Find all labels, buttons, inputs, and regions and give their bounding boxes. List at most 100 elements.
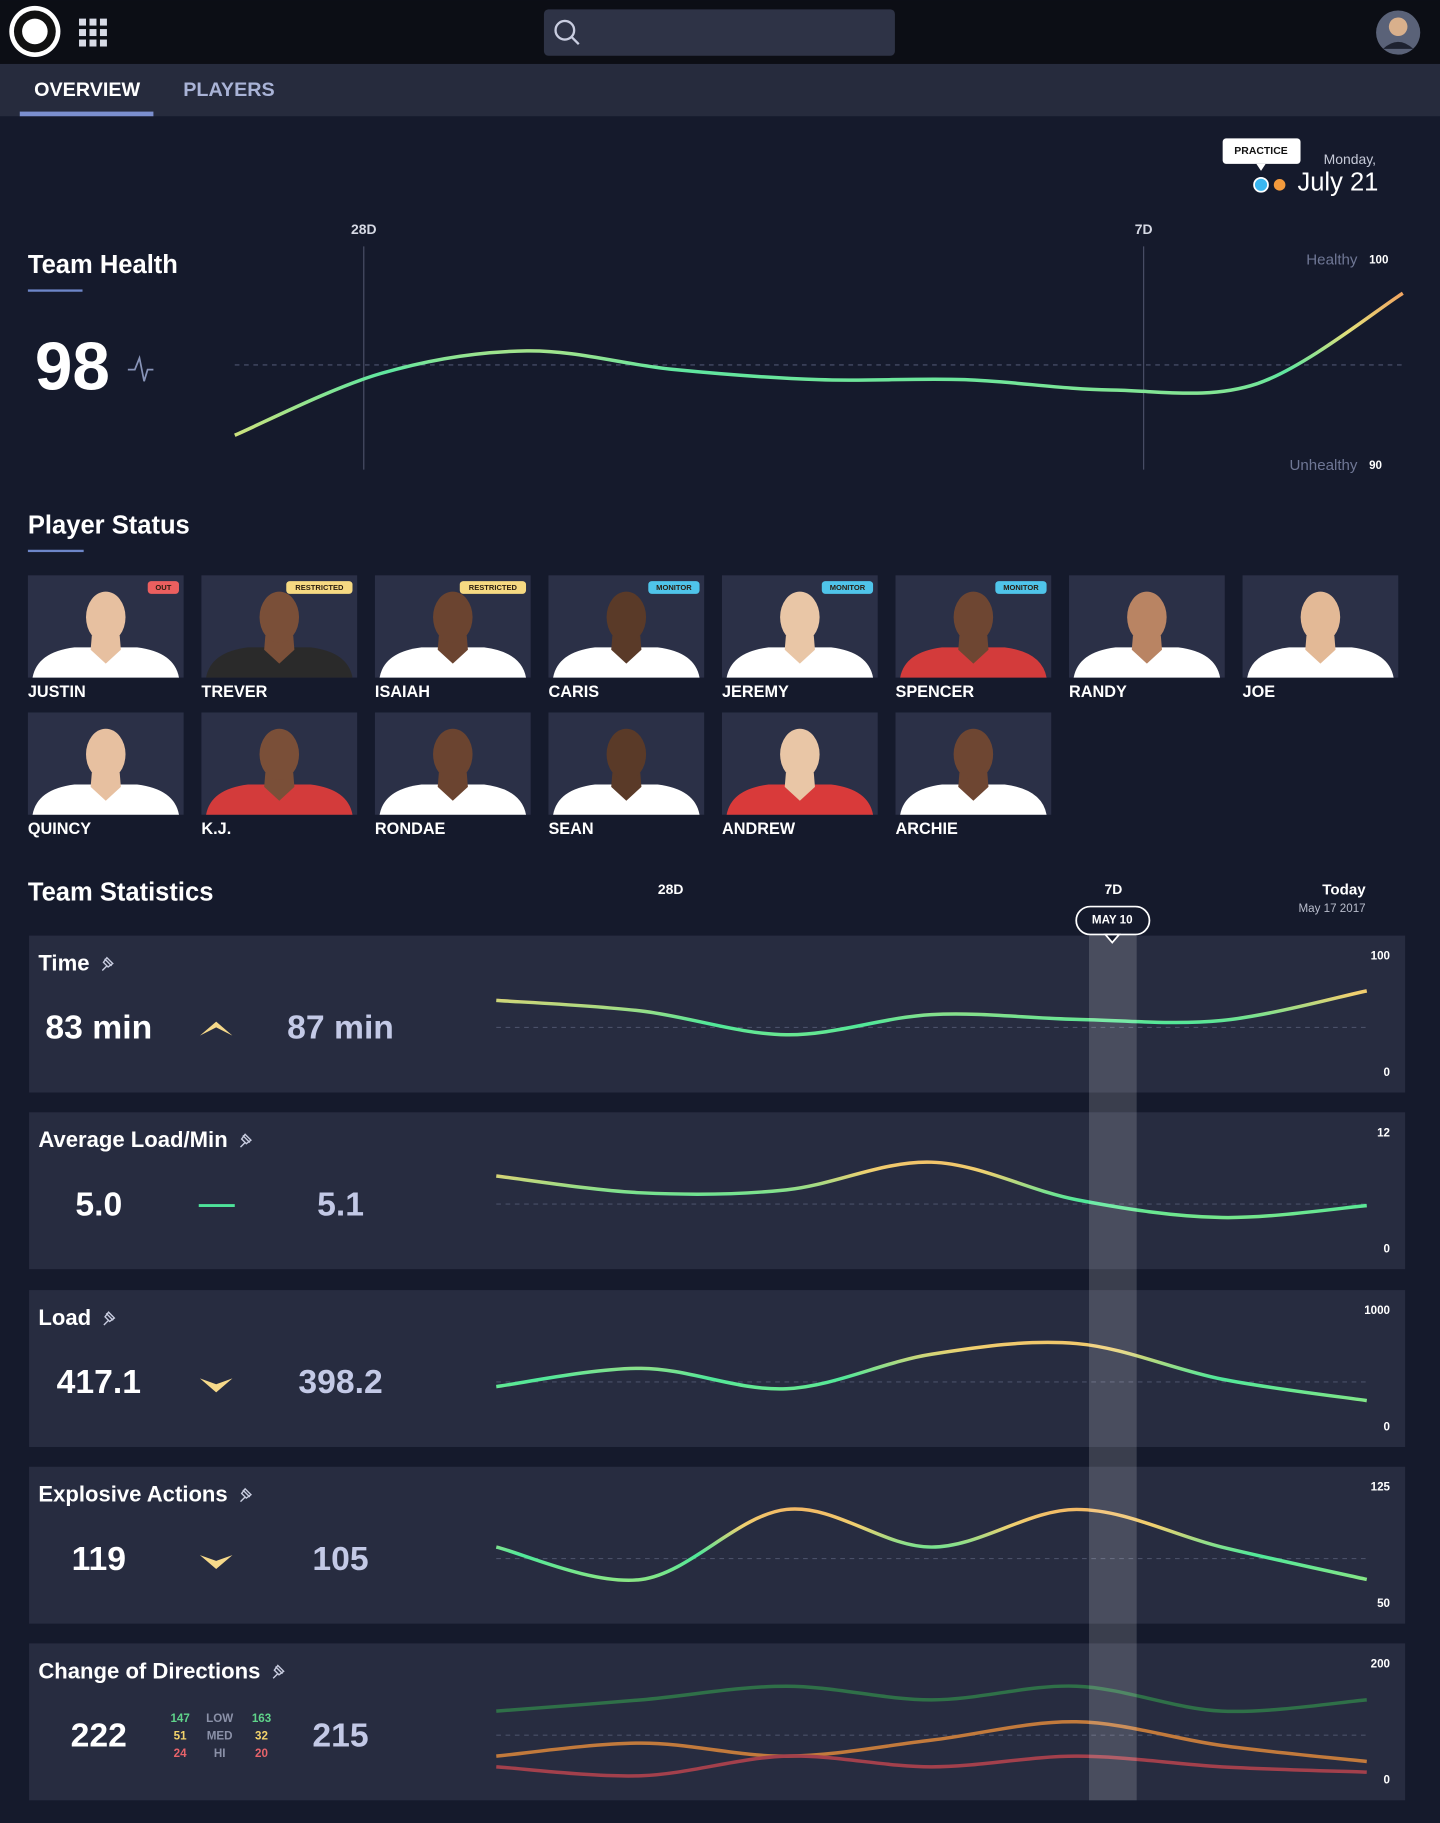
player-head bbox=[259, 728, 300, 780]
player-neck bbox=[958, 635, 989, 664]
marker-label: 28D bbox=[351, 221, 377, 237]
health-line bbox=[234, 291, 1404, 437]
breakdown-current: 51 bbox=[174, 1729, 187, 1742]
pin-icon[interactable] bbox=[240, 1487, 253, 1503]
previous-value: 87 min bbox=[287, 1009, 394, 1047]
current-value: 5.0 bbox=[75, 1185, 122, 1223]
stat-title: Load bbox=[38, 1305, 91, 1330]
stat-line bbox=[496, 1340, 1368, 1403]
player-head bbox=[433, 591, 473, 643]
player-head bbox=[953, 591, 994, 643]
player-head bbox=[780, 728, 820, 780]
highlight-band bbox=[1089, 935, 1137, 1801]
marker-label: 7D bbox=[1105, 881, 1123, 897]
previous-value: 215 bbox=[312, 1716, 368, 1754]
weekday: Monday, bbox=[1324, 151, 1376, 167]
search-box[interactable] bbox=[543, 9, 895, 56]
player-head bbox=[86, 591, 126, 643]
y-min-label: 0 bbox=[1384, 1420, 1390, 1433]
section-title: Player Status bbox=[28, 511, 190, 539]
breakdown-previous: 20 bbox=[255, 1747, 268, 1760]
player-name: ISAIAH bbox=[375, 683, 430, 701]
apps-icon[interactable] bbox=[79, 18, 107, 47]
current-value: 83 min bbox=[45, 1009, 152, 1047]
low-label: Unhealthy bbox=[1290, 457, 1358, 474]
status-label: RESTRICTED bbox=[469, 583, 518, 592]
status-badge bbox=[821, 581, 874, 594]
player-name: TREVER bbox=[201, 683, 267, 701]
date: July 21 bbox=[1297, 168, 1378, 196]
player-neck bbox=[437, 772, 468, 801]
event-dot bbox=[1273, 179, 1286, 191]
player-head bbox=[1300, 591, 1341, 643]
player-name: JEREMY bbox=[722, 683, 789, 701]
previous-value: 398.2 bbox=[298, 1363, 382, 1401]
y-max-label: 125 bbox=[1371, 1481, 1391, 1494]
status-badge bbox=[286, 581, 353, 594]
breakdown-label: HI bbox=[214, 1747, 226, 1760]
player-head bbox=[780, 591, 820, 643]
today-label: Today bbox=[1322, 881, 1366, 898]
stat-line bbox=[496, 1720, 1367, 1764]
pin-icon[interactable] bbox=[101, 956, 114, 971]
stat-row bbox=[29, 1112, 1406, 1270]
player-name: K.J. bbox=[201, 820, 231, 838]
y-max-label: 100 bbox=[1371, 950, 1390, 963]
player-neck bbox=[264, 635, 295, 664]
section-underline bbox=[27, 289, 83, 292]
player-neck bbox=[437, 635, 468, 664]
y-min-label: 50 bbox=[1377, 1597, 1390, 1610]
player-name: JUSTIN bbox=[28, 683, 86, 701]
avatar-body bbox=[1383, 41, 1414, 49]
y-min-label: 0 bbox=[1384, 1774, 1390, 1787]
pin-icon[interactable] bbox=[103, 1311, 116, 1326]
status-label: MONITOR bbox=[1003, 583, 1039, 592]
pulse-icon bbox=[127, 354, 154, 382]
section-title: Team Statistics bbox=[28, 879, 214, 907]
y-max-label: 1000 bbox=[1364, 1304, 1390, 1317]
status-badge bbox=[648, 581, 700, 594]
y-min-label: 0 bbox=[1384, 1066, 1390, 1079]
status-label: MONITOR bbox=[830, 583, 866, 592]
stat-line bbox=[496, 1684, 1367, 1714]
tab[interactable]: OVERVIEW bbox=[34, 79, 140, 101]
practice-tag-label: PRACTICE bbox=[1234, 146, 1287, 157]
breakdown-label: LOW bbox=[206, 1712, 233, 1725]
player-neck bbox=[90, 772, 121, 801]
section-underline bbox=[27, 549, 84, 553]
current-value: 119 bbox=[72, 1540, 126, 1578]
low-value: 90 bbox=[1369, 459, 1382, 472]
stat-row bbox=[29, 1466, 1406, 1624]
trend-down bbox=[199, 1555, 233, 1570]
avatar-face bbox=[1388, 17, 1408, 37]
player-head bbox=[606, 728, 647, 780]
trend-down bbox=[199, 1378, 233, 1393]
player-neck bbox=[90, 635, 121, 664]
logo-core bbox=[22, 18, 48, 45]
stat-title: Change of Directions bbox=[38, 1658, 260, 1683]
current-value: 222 bbox=[71, 1716, 127, 1754]
event-dot bbox=[1253, 176, 1269, 193]
stat-row bbox=[29, 1290, 1406, 1447]
player-name: CARIS bbox=[548, 683, 599, 701]
player-neck bbox=[611, 635, 642, 664]
player-name: SPENCER bbox=[895, 683, 974, 701]
stat-line bbox=[496, 1754, 1367, 1778]
current-value: 417.1 bbox=[57, 1363, 141, 1401]
player-head bbox=[953, 728, 994, 780]
player-name: SEAN bbox=[548, 820, 593, 838]
player-name: RONDAE bbox=[375, 820, 446, 838]
pin-icon[interactable] bbox=[239, 1133, 253, 1148]
status-badge bbox=[995, 581, 1047, 594]
player-name: ANDREW bbox=[722, 820, 796, 838]
player-neck bbox=[958, 772, 989, 801]
pin-icon[interactable] bbox=[272, 1664, 285, 1679]
status-badge bbox=[459, 581, 527, 594]
practice-tag bbox=[1222, 138, 1301, 164]
marker-label: 7D bbox=[1135, 221, 1153, 237]
high-value: 100 bbox=[1369, 253, 1388, 266]
player-head bbox=[433, 728, 473, 780]
tab[interactable]: PLAYERS bbox=[183, 79, 274, 101]
